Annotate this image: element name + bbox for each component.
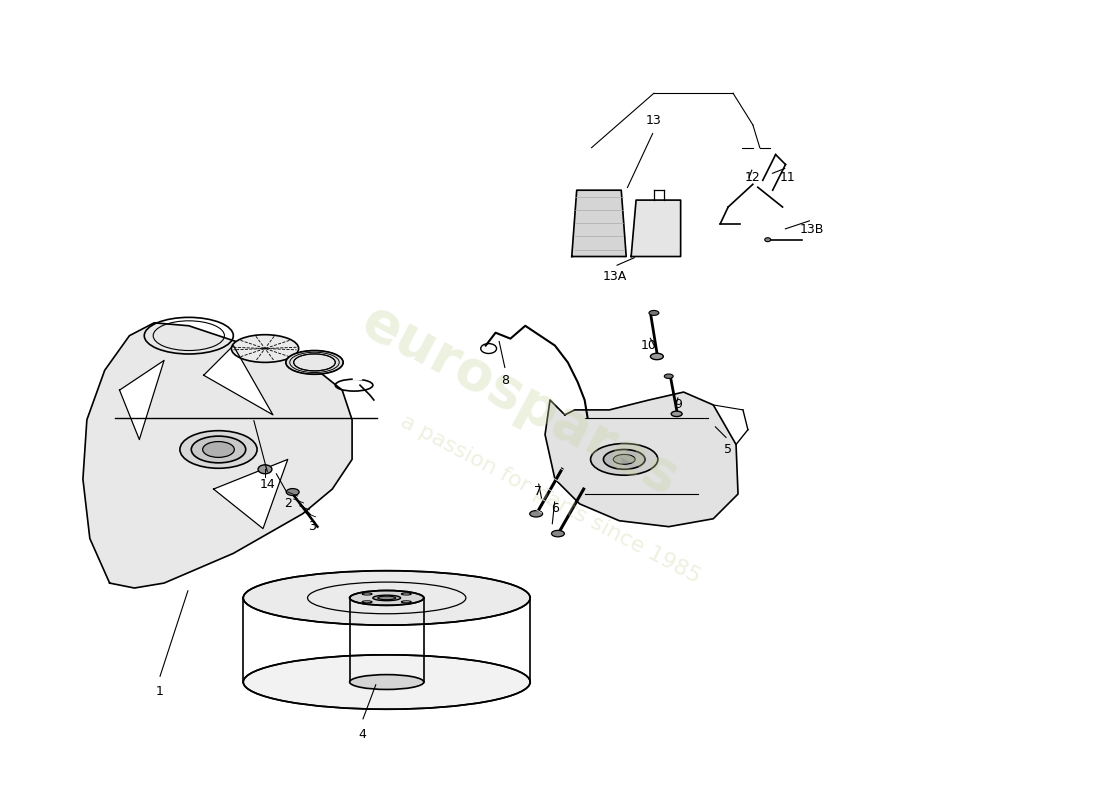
Polygon shape bbox=[546, 392, 738, 526]
Text: 3: 3 bbox=[309, 520, 317, 533]
Text: 1: 1 bbox=[155, 686, 163, 698]
Ellipse shape bbox=[664, 374, 673, 378]
Ellipse shape bbox=[671, 411, 682, 417]
Ellipse shape bbox=[350, 590, 424, 606]
Polygon shape bbox=[213, 459, 288, 529]
Ellipse shape bbox=[551, 530, 564, 537]
Text: 7: 7 bbox=[535, 485, 542, 498]
Polygon shape bbox=[572, 190, 626, 257]
Ellipse shape bbox=[243, 655, 530, 710]
Ellipse shape bbox=[373, 595, 400, 601]
Polygon shape bbox=[120, 361, 164, 439]
Ellipse shape bbox=[402, 593, 411, 595]
Ellipse shape bbox=[202, 442, 234, 458]
Ellipse shape bbox=[362, 593, 372, 595]
Ellipse shape bbox=[604, 450, 645, 470]
Text: 13A: 13A bbox=[602, 270, 626, 283]
Ellipse shape bbox=[191, 436, 245, 463]
Text: 9: 9 bbox=[674, 398, 683, 411]
Ellipse shape bbox=[649, 310, 659, 315]
Ellipse shape bbox=[650, 354, 663, 360]
Text: 13B: 13B bbox=[800, 223, 824, 236]
Ellipse shape bbox=[286, 350, 343, 374]
Text: 12: 12 bbox=[745, 171, 761, 184]
Text: a passion for parts since 1985: a passion for parts since 1985 bbox=[397, 411, 703, 587]
Text: 8: 8 bbox=[502, 374, 509, 386]
Text: 5: 5 bbox=[724, 443, 733, 456]
Ellipse shape bbox=[614, 454, 635, 464]
Text: 2: 2 bbox=[284, 498, 292, 510]
Ellipse shape bbox=[530, 510, 542, 517]
Ellipse shape bbox=[350, 674, 424, 690]
Ellipse shape bbox=[362, 601, 372, 603]
Ellipse shape bbox=[377, 596, 396, 600]
Ellipse shape bbox=[402, 601, 411, 603]
Polygon shape bbox=[631, 200, 681, 257]
Ellipse shape bbox=[180, 430, 257, 468]
Ellipse shape bbox=[294, 354, 335, 371]
Ellipse shape bbox=[286, 489, 299, 495]
Text: 11: 11 bbox=[780, 171, 795, 184]
Ellipse shape bbox=[243, 570, 530, 625]
Text: 14: 14 bbox=[260, 478, 276, 490]
Text: eurospares: eurospares bbox=[353, 294, 688, 506]
Text: 4: 4 bbox=[358, 728, 366, 741]
Polygon shape bbox=[82, 323, 352, 588]
Text: 10: 10 bbox=[641, 339, 657, 352]
Ellipse shape bbox=[231, 334, 298, 362]
Ellipse shape bbox=[591, 443, 658, 475]
Ellipse shape bbox=[258, 465, 272, 474]
Text: 13: 13 bbox=[646, 114, 662, 127]
Polygon shape bbox=[204, 346, 273, 415]
Text: 6: 6 bbox=[551, 502, 559, 515]
Ellipse shape bbox=[764, 238, 771, 242]
